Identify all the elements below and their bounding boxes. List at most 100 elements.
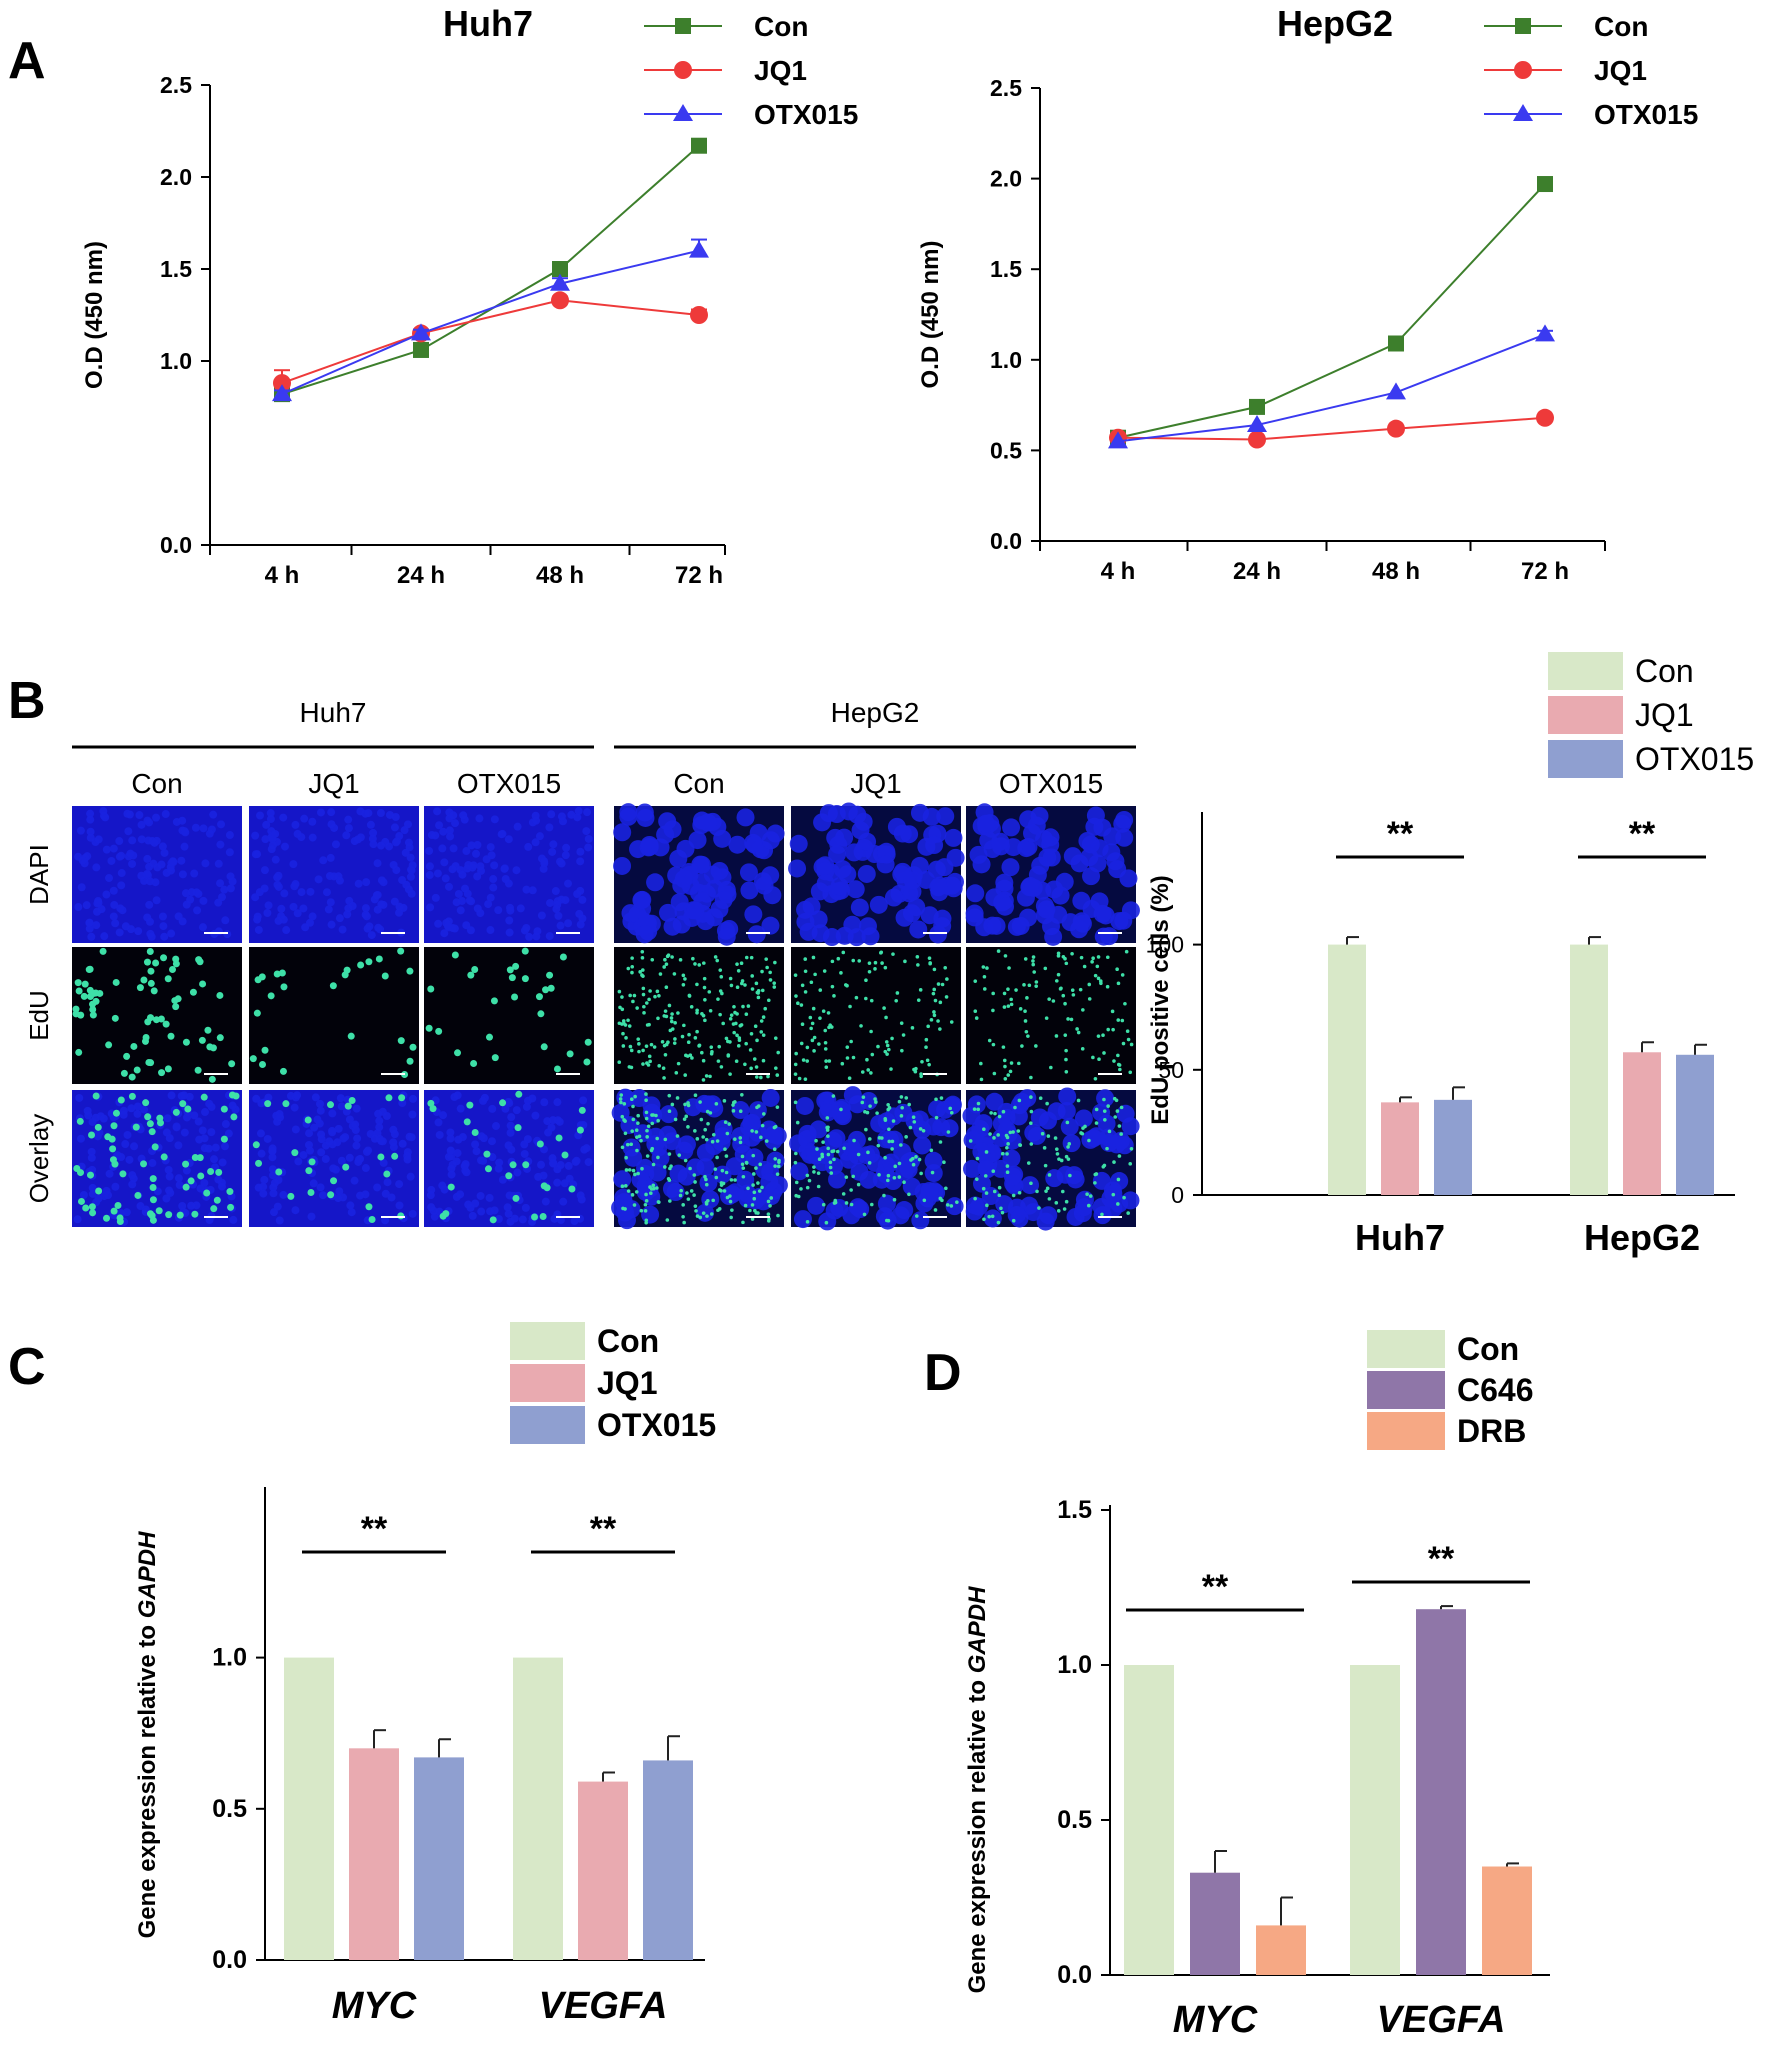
bar-hepg2-otx015 [1676,1054,1714,1195]
y-tick-label: 0.0 [212,1946,247,1974]
legend-label: OTX015 [597,1407,716,1443]
legend-swatch [1548,696,1623,734]
image-hepg2-con-overlay [611,1088,788,1230]
y-axis-label-italic: GAPDH [134,1531,161,1618]
legend-label: Con [754,11,808,42]
image-huh7-con-dapi [72,806,242,943]
data-point [273,374,291,393]
data-point [272,384,292,402]
y-tick-label: 2.5 [160,72,192,98]
data-point [691,137,707,154]
y-tick-label: 1.0 [990,347,1022,373]
bar-hepg2-jq1 [1623,1052,1661,1195]
x-tick-label: 24 h [397,562,445,589]
category-label: VEGFA [539,1985,668,2027]
legend-marker [673,104,693,121]
image-huh7-otx015-overlay [424,1090,594,1227]
significance-marker: ** [361,1510,388,1548]
y-tick-label: 1.0 [160,348,192,374]
chart-bar-expression-c: 0.0 0.5 1.0 MYC ** VEGFA ** Gene expression rel… [134,1322,716,2027]
bar-myc-c646 [1190,1872,1240,1975]
data-point [690,306,708,324]
bar-vegfa-con [513,1657,563,1960]
image-huh7-otx015-dapi [424,806,594,943]
image-hepg2-jq1-dapi [788,802,965,947]
category-label: VEGFA [1377,1999,1506,2041]
y-axis-label: Gene expression relative to GAPDH [964,1586,991,1993]
significance-marker: ** [1202,1568,1229,1606]
category-label: HepG2 [1584,1217,1700,1258]
y-tick-label: 0.5 [212,1795,247,1823]
y-tick-label: 1.0 [1057,1651,1092,1679]
series-line [1117,333,1546,443]
legend-label: JQ1 [1635,697,1694,733]
legend-label: OTX015 [1594,99,1698,130]
legend-marker [1515,18,1531,34]
legend-marker [1514,61,1532,79]
y-tick-label: 1.5 [160,256,192,282]
data-point [552,261,568,277]
column-label: JQ1 [308,768,359,799]
image-hepg2-otx015-overlay [962,1087,1140,1231]
legend-label: Con [1457,1331,1519,1367]
x-tick-label: 48 h [1372,558,1420,585]
data-point [1535,324,1555,342]
y-tick-label: 0.5 [990,437,1022,463]
legend-label: OTX015 [1635,741,1754,777]
y-axis-label-italic: GAPDH [964,1586,991,1673]
panel-letter-b: B [8,672,46,730]
y-tick-label: 1.5 [990,256,1022,282]
category-label: MYC [332,1985,417,2027]
legend-swatch [510,1406,585,1444]
bar-myc-con [284,1657,334,1960]
legend-label: Con [597,1323,659,1359]
series-line [281,249,700,396]
group-label: HepG2 [831,697,920,728]
x-tick-label: 4 h [1101,558,1136,585]
column-label: JQ1 [850,768,901,799]
image-huh7-jq1-dapi [249,806,419,943]
y-tick-label: 2.5 [990,75,1022,101]
y-axis-label: O.D (450 nm) [81,241,108,389]
series-otx015 [272,238,709,402]
legend-marker [1513,104,1533,121]
y-tick-label: 0.0 [160,532,192,558]
group-label: Huh7 [300,697,367,728]
series-jq1 [1109,408,1554,449]
bar-vegfa-otx015 [643,1760,693,1960]
x-tick-label: 48 h [536,562,584,589]
y-tick-label: 0.5 [1057,1806,1092,1834]
series-line [281,144,700,396]
series-line [1117,183,1546,439]
y-tick-label: 1.0 [212,1644,247,1672]
row-label: DAPI [24,844,54,905]
image-hepg2-con-edu [614,947,784,1084]
chart-title: HepG2 [1277,3,1393,44]
legend-label: Con [1635,653,1694,689]
data-point [1248,430,1266,449]
chart-line-huh7: 0.0 1.0 1.5 2.0 2.5 4 h 24 h 48 h 72 h O.D (450 n… [81,3,858,589]
series-otx015 [1108,324,1555,449]
data-point [550,273,570,291]
bar-myc-jq1 [349,1748,399,1960]
y-tick-label: 0.0 [1057,1961,1092,1989]
y-tick-label: 0 [1171,1182,1184,1208]
y-tick-label: 0.0 [990,528,1022,554]
data-point [1108,431,1128,449]
chart-bar-expression-d: 0.0 0.5 1.0 1.5 MYC ** VEGFA ** Gene expression … [964,1330,1550,2041]
row-label: Overlay [24,1114,54,1204]
panel-letter-a: A [8,32,46,90]
image-hepg2-otx015-dapi [965,803,1140,946]
legend-label: Con [1594,11,1648,42]
chart-title: Huh7 [443,3,533,44]
legend-marker [675,18,691,34]
series-con [1110,176,1553,446]
data-point [1387,419,1405,438]
panel-letter-d: D [924,1344,962,1402]
legend-swatch [1367,1371,1445,1409]
chart-line-hepg2: 0.0 0.5 1.0 1.5 2.0 2.5 4 h 24 h 48 h 72 h O.D (45… [917,3,1698,585]
image-huh7-con-overlay [72,1090,242,1227]
image-hepg2-jq1-edu [791,947,961,1084]
image-hepg2-jq1-overlay [789,1086,964,1231]
data-point [689,240,709,258]
